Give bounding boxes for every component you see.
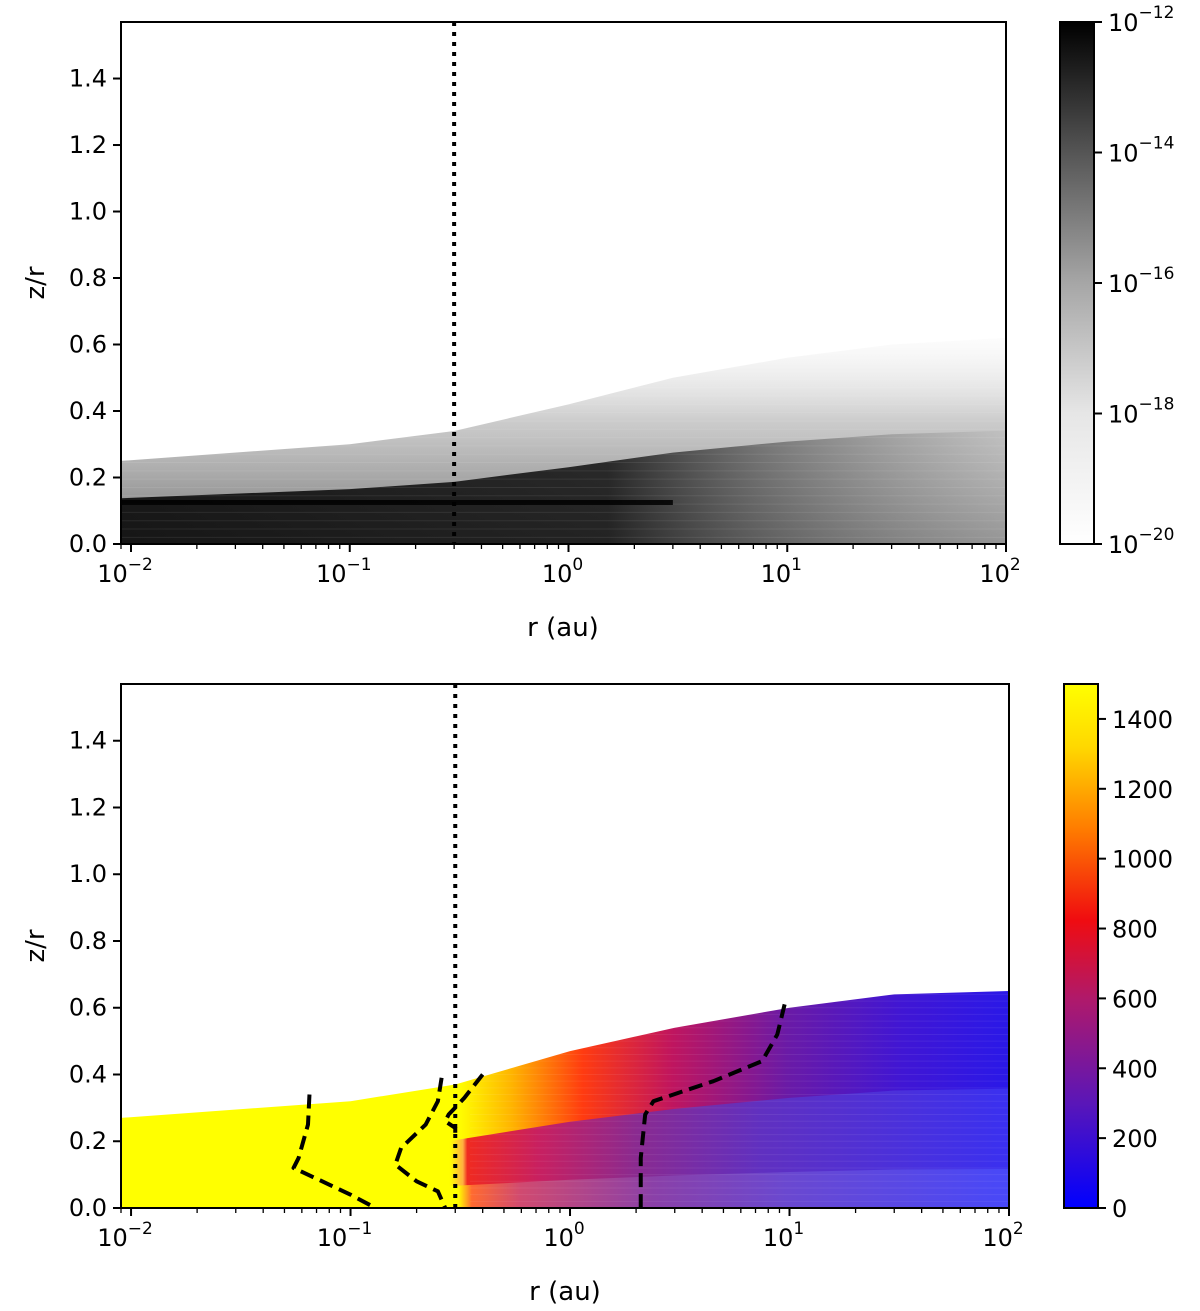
bottom-x-ticks: 10−2 10−1 100 101 102: [97, 1208, 1024, 1252]
x-tick-label: 10−1: [317, 1219, 373, 1252]
x-tick-exponent: 2: [1013, 1219, 1024, 1239]
y-tick-label: 0.2: [69, 464, 107, 492]
colorbar-tick-label: 10−20: [1108, 525, 1174, 559]
top-heatmap: [121, 337, 1006, 544]
x-tick-label: 10−2: [97, 1219, 153, 1252]
x-tick-exponent: −2: [128, 555, 153, 575]
colorbar-tick-exponent: −12: [1139, 3, 1175, 23]
colorbar-tick-label: 1400: [1112, 706, 1173, 734]
x-tick-label: 10−1: [316, 555, 372, 588]
x-tick-exponent: −1: [346, 555, 371, 575]
colorbar-tick-exponent: −20: [1139, 525, 1175, 545]
x-tick-exponent: 1: [791, 555, 802, 575]
x-tick-label: 102: [979, 555, 1020, 588]
dashed-contour: [393, 1077, 448, 1209]
colorbar-tick-label: 10−12: [1108, 3, 1174, 37]
y-tick-label: 0.0: [69, 1194, 107, 1222]
x-tick-label: 101: [761, 555, 802, 588]
y-tick-label: 1.2: [69, 131, 107, 159]
x-tick-label: 101: [763, 1219, 804, 1252]
top-axes-frame: [120, 21, 1007, 545]
y-tick-label: 0.2: [69, 1127, 107, 1155]
y-tick-label: 0.6: [69, 331, 107, 359]
y-tick-label: 0.8: [69, 927, 107, 955]
x-tick-label: 100: [543, 1219, 584, 1252]
colorbar-tick-exponent: −16: [1139, 264, 1175, 284]
top-x-ticks: 10−2 10−1 100 101 102: [97, 544, 1021, 588]
bottom-y-ticks: 0.0 0.2 0.4 0.6 0.8 1.0 1.2 1.4: [69, 727, 121, 1222]
colorbar-tick-exponent: −18: [1139, 395, 1175, 415]
x-tick-exponent: −2: [128, 1219, 153, 1239]
y-tick-label: 0.4: [69, 1060, 107, 1088]
bottom-heatmap: [121, 991, 1009, 1208]
colorbar-tick-exponent: −14: [1139, 134, 1175, 154]
bottom-y-axis-label: z/r: [21, 929, 51, 962]
top-colorbar-ticks: 10−12 10−14 10−16 10−18 10−20: [1094, 3, 1174, 559]
colorbar-tick-label: 600: [1112, 985, 1158, 1013]
x-tick-label: 10−2: [97, 555, 153, 588]
top-x-axis-label: r (au): [527, 613, 599, 643]
bottom-colorbar-frame: [1063, 683, 1099, 1209]
colorbar-tick-label: 1200: [1112, 776, 1173, 804]
dashed-contour: [291, 1094, 377, 1210]
y-tick-label: 1.2: [69, 793, 107, 821]
bottom-axes-frame: [120, 683, 1010, 1209]
y-tick-label: 0.8: [69, 264, 107, 292]
bottom-dashed-contours: [291, 1003, 787, 1210]
x-tick-exponent: 0: [574, 1219, 585, 1239]
bottom-panel: 10−2 10−1 100 101 102 0.00.20.40.60.81.01.21…: [21, 683, 1173, 1307]
y-tick-label: 0.0: [69, 530, 107, 558]
bottom-grid-stripes: [469, 993, 1009, 1202]
colorbar-tick-label: 200: [1112, 1125, 1158, 1153]
bottom-x-axis-label: r (au): [529, 1277, 601, 1307]
y-tick-label: 1.4: [69, 65, 107, 93]
bottom-colorbar-ticks: 0 200 400 600 800 1000 1200 1400: [1098, 706, 1173, 1223]
x-tick-exponent: 0: [572, 555, 583, 575]
top-panel: 10−2 10−1 100 101 102 0.00.20.40.60.81.01.21…: [21, 3, 1174, 643]
y-tick-label: 1.0: [69, 198, 107, 226]
top-y-ticks: 0.0 0.2 0.4 0.6 0.8 1.0 1.2 1.4: [69, 65, 121, 558]
top-disk-core: [121, 430, 1006, 544]
top-grid-stripes: [121, 345, 1006, 538]
colorbar-tick-label: 400: [1112, 1055, 1158, 1083]
y-tick-label: 1.4: [69, 727, 107, 755]
x-tick-exponent: 1: [793, 1219, 804, 1239]
y-tick-label: 0.4: [69, 397, 107, 425]
colorbar-tick-label: 10−18: [1108, 395, 1174, 429]
colorbar-tick-label: 800: [1112, 916, 1158, 944]
colorbar-tick-label: 10−14: [1108, 134, 1174, 168]
x-tick-exponent: −1: [347, 1219, 372, 1239]
x-tick-exponent: 2: [1010, 555, 1021, 575]
y-tick-label: 1.0: [69, 860, 107, 888]
bottom-colorbar: [1064, 684, 1098, 1208]
top-colorbar: [1060, 22, 1094, 544]
bottom-disk-base: [121, 1168, 1009, 1208]
colorbar-tick-label: 10−16: [1108, 264, 1174, 298]
y-tick-label: 0.6: [69, 994, 107, 1022]
dashed-contour: [443, 1073, 485, 1135]
x-tick-label: 102: [982, 1219, 1023, 1252]
x-tick-label: 100: [542, 555, 583, 588]
colorbar-tick-label: 1000: [1112, 846, 1173, 874]
colorbar-tick-label: 0: [1112, 1195, 1127, 1223]
top-y-axis-label: z/r: [21, 266, 51, 299]
